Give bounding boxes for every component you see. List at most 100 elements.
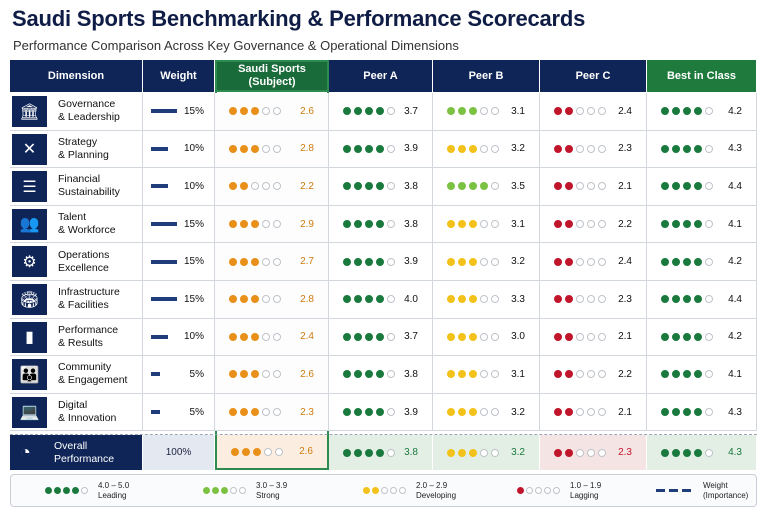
rating-dot-empty [587,370,595,379]
dimension-label: Financial Sustainability [58,173,120,199]
rating-dot-filled [365,295,373,304]
row-subject-cell: 2.9 [215,205,329,243]
table-row[interactable]: ☰ Financial Sustainability 10% 2.2 3.8 3.5 2.1… [10,168,757,206]
row-peer-b-cell: 3.1 [433,205,540,243]
rating-dot-filled [240,220,248,229]
rating-dot-filled [251,295,259,304]
dimension-cell: 💻 Digital & Innovation [10,393,143,431]
legend-dot-empty [239,487,246,494]
table-row[interactable]: ⚙ Operations Excellence 15% 2.7 3.9 3.2 2.4 4.2 [10,243,757,281]
weight-cell: 15% [143,281,215,318]
table-row[interactable]: 👪 Community & Engagement 5% 2.6 3.8 3.1 2.2 4.1 [10,356,757,394]
row-peer-b-cell: 3.3 [433,281,540,318]
rating-dot-empty [576,408,584,417]
score-value: 4.3 [728,447,742,458]
rating-dots [661,332,713,341]
rating-dot-filled [240,408,248,417]
bank-icon: 🏛 [12,96,47,127]
rating-dot-filled [251,220,259,229]
row-subject-cell: 2.8 [215,281,329,318]
rating-dot-filled [365,257,373,266]
stadium-icon: 🏟 [12,284,47,315]
rating-dot-filled [343,408,351,417]
overall-dimension-cell: ◔ Overall Performance [10,435,143,470]
rating-dot-empty [598,107,606,116]
rating-dot-empty [598,144,606,153]
rating-dot-filled [480,182,488,191]
header-peer-c[interactable]: Peer C [540,60,647,92]
header-best-in-class[interactable]: Best in Class [647,60,757,92]
row-peer-c-cell: 2.1 [540,393,647,431]
row-peer-a-cell: 3.8 [329,356,433,393]
table-row[interactable]: ▮ Performance & Results 10% 2.4 3.7 3.0 2.1 4.2 [10,318,757,357]
rating-dot-filled [458,448,466,457]
table-row[interactable]: ✕ Strategy & Planning 10% 2.8 3.9 3.2 2.3 4.3 [10,130,757,169]
weight-bar [151,184,169,189]
weight-cell: 15% [143,243,215,280]
row-peer-a-cell: 3.9 [329,130,433,168]
rating-dots [661,182,713,191]
gauge-icon: ◔ [20,442,31,462]
rating-dots [229,370,281,379]
rating-dot-empty [705,257,713,266]
score-value: 2.3 [618,143,632,155]
legend-dots [45,487,88,494]
row-best-cell: 4.3 [647,393,757,431]
header-dimension[interactable]: Dimension [10,60,143,92]
legend-dot-empty [390,487,397,494]
score-value: 3.9 [404,256,418,268]
rating-dot-empty [491,332,499,341]
rating-dots [447,182,499,191]
legend-dot-empty [526,487,533,494]
score-value: 2.1 [618,331,632,343]
rating-dot-filled [672,295,680,304]
row-subject-cell: 2.8 [215,130,329,168]
weight-legend-icon [656,489,693,492]
score-value: 3.2 [511,143,525,155]
table-row[interactable]: 🏛 Governance & Leadership 15% 2.6 3.7 3.1 2.4 4… [10,93,757,131]
legend-item: Weight (Importance) [656,475,748,506]
score-value: 4.2 [728,105,742,117]
table-row[interactable]: 🏟 Infrastructure & Facilities 15% 2.8 4.0 3.3… [10,281,757,319]
rating-dot-empty [480,144,488,153]
rating-dot-filled [565,220,573,229]
header-weight[interactable]: Weight [143,60,215,92]
score-value: 2.8 [300,143,314,155]
legend-name: Strong [256,490,280,500]
header-peer-b[interactable]: Peer B [433,60,540,92]
rating-dot-filled [683,220,691,229]
overall-peer-c-cell: 2.3 [540,435,647,470]
rating-dot-filled [229,220,237,229]
weight-value: 5% [189,368,204,380]
rating-dot-filled [672,107,680,116]
rating-dot-filled [672,370,680,379]
score-value: 3.8 [404,218,418,230]
rating-dot-filled [354,295,362,304]
rating-dot-filled [343,448,351,457]
legend-dot-empty [399,487,406,494]
dimension-cell: 👪 Community & Engagement [10,356,143,393]
rating-dot-filled [447,182,455,191]
header-subject[interactable]: Saudi Sports (Subject) [215,60,329,92]
rating-dot-filled [694,107,702,116]
rating-dot-empty [251,182,259,191]
rating-dot-filled [683,257,691,266]
rating-dot-empty [273,107,281,116]
legend-item: 2.0 – 2.9 Developing [363,475,456,506]
rating-dot-filled [376,107,384,116]
table-row[interactable]: 👥 Talent & Workforce 15% 2.9 3.8 3.1 2.2 4.1 [10,205,757,244]
rating-dot-filled [672,220,680,229]
score-value: 4.4 [728,180,742,192]
rating-dot-empty [387,182,395,191]
row-peer-c-cell: 2.1 [540,168,647,205]
rating-dot-empty [273,182,281,191]
table-row[interactable]: 💻 Digital & Innovation 5% 2.3 3.9 3.2 2.1 4.3 [10,393,757,432]
overall-best-cell: 4.3 [647,435,757,470]
score-value: 3.5 [511,180,525,192]
row-best-cell: 4.1 [647,356,757,393]
header-peer-a[interactable]: Peer A [329,60,433,92]
row-peer-b-cell: 3.2 [433,130,540,168]
rating-dot-empty [587,107,595,116]
legend-dots [363,487,406,494]
rating-dot-filled [458,182,466,191]
